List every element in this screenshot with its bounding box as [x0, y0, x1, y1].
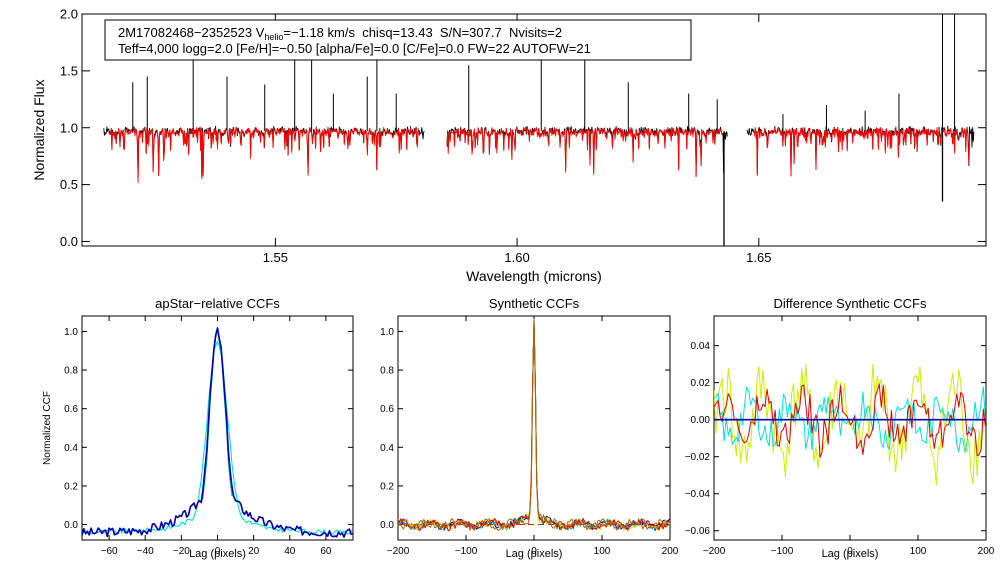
ccf-series-0 [398, 317, 670, 531]
spacer [355, 25, 362, 40]
y-tick-label: 0.2 [380, 481, 394, 492]
y-tick-label: 0.5 [60, 177, 78, 192]
x-tick-label: 200 [662, 546, 679, 557]
x-tick-label: 0 [215, 546, 221, 557]
y-axis-label: Normalized Flux [31, 79, 47, 180]
ccf-series-1 [398, 318, 670, 531]
y-tick-label: 0.6 [380, 404, 394, 415]
ccf-series-2 [398, 323, 670, 531]
y-tick-label: 0.8 [380, 366, 394, 377]
y-axis-label: Normalized CCF [42, 391, 53, 465]
y-tick-label: 0.8 [64, 366, 78, 377]
annotation-nvisits: Nvisits=2 [509, 25, 562, 40]
model-spectrum [108, 126, 421, 183]
spacer [433, 25, 440, 40]
diff-series-0 [714, 363, 986, 485]
x-tick-label: 100 [594, 546, 611, 557]
x-tick-label: 1.60 [504, 250, 529, 265]
y-tick-label: 2.0 [60, 7, 78, 22]
y-tick-label: 0.6 [64, 404, 78, 415]
annotation-v-label: V [256, 25, 265, 40]
plot-frame [397, 315, 671, 541]
y-tick-label: 1.5 [60, 63, 78, 78]
y-tick-label: 0.2 [64, 481, 78, 492]
ccf-series-0 [82, 327, 353, 538]
y-tick-label: −0.06 [685, 526, 711, 537]
x-axis-label: Lag (pixels) [822, 548, 879, 560]
ccf-series-4 [398, 319, 670, 532]
y-tick-label: 0.02 [691, 378, 711, 389]
y-tick-label: −0.04 [685, 489, 711, 500]
spacer [502, 25, 509, 40]
annotation-chisq: chisq=13.43 [362, 25, 432, 40]
annotation-line1: 2M17082468−2352523 Vhelio=−1.18 km/s chi… [118, 25, 562, 42]
x-tick-label: −200 [703, 546, 726, 557]
y-tick-label: 0.0 [64, 520, 78, 531]
x-tick-label: 20 [248, 546, 260, 557]
x-axis-label: Lag (pixels) [189, 548, 246, 560]
model-spectrum [753, 126, 970, 177]
annotation-params: Teff=4,000 logg=2.0 [Fe/H]=−0.50 [alpha/… [118, 41, 591, 56]
y-tick-label: 0.04 [691, 341, 711, 352]
y-tick-label: 0.4 [380, 443, 394, 454]
x-axis-label: Wavelength (microns) [466, 268, 602, 284]
x-tick-label: 0 [847, 546, 853, 557]
x-tick-label: −100 [455, 546, 478, 557]
panel-title: Difference Synthetic CCFs [774, 296, 927, 311]
x-tick-label: 0 [531, 546, 537, 557]
model-spectrum [446, 126, 723, 178]
diff-series-2 [714, 383, 986, 458]
x-tick-label: 1.65 [746, 250, 771, 265]
y-tick-label: 0.00 [691, 415, 711, 426]
plot-frame [81, 315, 354, 541]
panel-title: apStar−relative CCFs [155, 296, 280, 311]
y-tick-label: 0.0 [380, 520, 394, 531]
annotation-v-sub: helio [264, 32, 283, 42]
difference-ccf-panel: −200 −100 0 100 200 −0.06 −0.04 −0.02 0.00 0.02 0.… [685, 296, 995, 560]
x-tick-label: −200 [387, 546, 410, 557]
x-tick-label: 100 [910, 546, 927, 557]
spectrum-panel: 1.55 1.60 1.65 0.0 0.5 1.0 1.5 2.0 Wavelength (m… [31, 7, 987, 284]
annotation-v-value: =−1.18 km/s [283, 25, 355, 40]
x-tick-label: 200 [978, 546, 995, 557]
apstar-ccf-panel: −60 −40 −20 0 20 40 60 0.0 0.2 0.4 0.6 0.8 1.0 apStar… [42, 296, 354, 560]
y-tick-label: 0.4 [64, 443, 78, 454]
y-tick-label: 0.0 [60, 234, 78, 249]
annotation-box [104, 19, 692, 61]
y-tick-label: −0.02 [685, 452, 711, 463]
y-tick-label: 1.0 [380, 327, 394, 338]
annotation-snr: S/N=307.7 [440, 25, 502, 40]
x-tick-label: 40 [284, 546, 296, 557]
series-group [82, 327, 353, 538]
ccf-series-1 [82, 329, 353, 538]
x-axis-label: Lag (pixels) [506, 548, 563, 560]
y-tick-label: 1.0 [60, 120, 78, 135]
x-tick-label: −20 [173, 546, 190, 557]
plot-frame [81, 13, 987, 247]
y-tick-label: 1.0 [64, 327, 78, 338]
synthetic-ccf-panel: −200 −100 0 100 200 0.0 0.2 0.4 0.6 0.8 1.0 Synthet… [380, 296, 679, 560]
x-tick-label: 1.55 [263, 250, 288, 265]
panel-title: Synthetic CCFs [489, 296, 580, 311]
ccf-series-2 [82, 340, 353, 535]
annotation-star-id: 2M17082468−2352523 [118, 25, 252, 40]
series-group [714, 363, 986, 485]
x-tick-label: −40 [137, 546, 154, 557]
series-group [398, 317, 670, 532]
x-tick-label: 60 [320, 546, 332, 557]
x-tick-label: −100 [771, 546, 794, 557]
ccf-series-3 [398, 322, 670, 532]
x-tick-label: −60 [101, 546, 118, 557]
